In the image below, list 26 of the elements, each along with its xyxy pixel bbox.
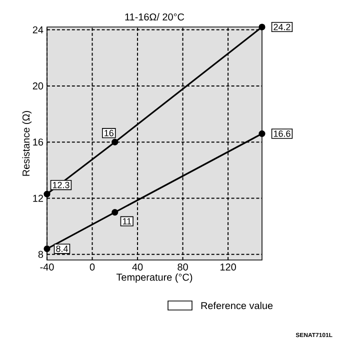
x-tick-label: -40 (40, 264, 54, 271)
x-tick-label: 120 (220, 264, 236, 271)
point (258, 24, 266, 30)
y-tick-label: 16 (33, 138, 44, 146)
point (44, 245, 50, 252)
point (112, 208, 118, 216)
data-label: 8.4 (56, 246, 68, 252)
data-label: 16 (104, 130, 114, 136)
point (258, 130, 266, 137)
y-axis-title: Resistance (Ω) (22, 111, 32, 176)
x-tick-label: 80 (178, 264, 188, 271)
y-tick-label: 24 (32, 26, 44, 34)
y-tick-label: 12 (33, 194, 43, 202)
x-tick-label: 0 (90, 264, 95, 271)
x-axis-title: Temperature (°C) (116, 273, 192, 283)
point (44, 190, 50, 198)
data-label: 11 (122, 218, 132, 224)
data-label: 24.2 (274, 24, 290, 30)
point (112, 138, 118, 146)
x-tick-label: 40 (132, 264, 143, 271)
data-label: 16.6 (274, 130, 290, 137)
y-tick-label: 20 (32, 82, 44, 90)
data-label: 12.3 (52, 182, 70, 188)
text: Reference value (201, 302, 273, 310)
chart-title: 11-16Ω/ 20°C (125, 13, 184, 20)
y-tick-label: 8 (38, 250, 44, 258)
